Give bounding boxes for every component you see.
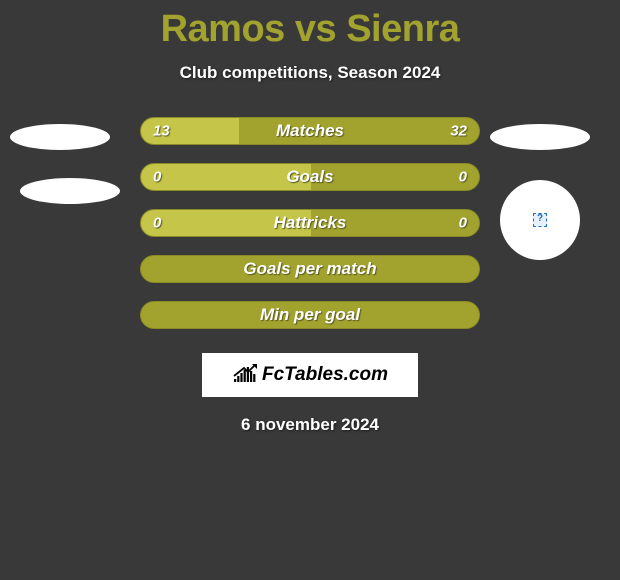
stat-bar-right-value: 0 [459, 169, 467, 186]
stat-bar-left-value: 0 [153, 169, 161, 186]
stat-bar: Min per goal [140, 301, 480, 329]
avatar-placeholder-icon [533, 213, 547, 227]
page-title: Ramos vs Sienra [0, 0, 620, 51]
stat-bar-left-value: 13 [153, 123, 170, 140]
stat-bar-label: Matches [276, 121, 344, 141]
stat-bar-right-value: 32 [450, 123, 467, 140]
decor-ellipse-1 [10, 124, 110, 150]
stat-bar-label: Goals per match [243, 259, 376, 279]
stat-bar: Goals per match [140, 255, 480, 283]
stat-bar-label: Goals [286, 167, 333, 187]
stat-bar-left-value: 0 [153, 215, 161, 232]
stat-bar-label: Min per goal [260, 305, 360, 325]
stat-bar: Hattricks 0 0 [140, 209, 480, 237]
date-text: 6 november 2024 [0, 415, 620, 435]
stat-bar-right-value: 0 [459, 215, 467, 232]
logo-text: FcTables.com [262, 364, 388, 386]
subtitle: Club competitions, Season 2024 [0, 63, 620, 83]
stat-bar: Goals 0 0 [140, 163, 480, 191]
stat-bar-label: Hattricks [274, 213, 347, 233]
decor-ellipse-2 [490, 124, 590, 150]
fctables-logo: FcTables.com [202, 353, 418, 397]
logo-chart-icon [232, 362, 258, 389]
player-avatar [500, 180, 580, 260]
decor-ellipse-3 [20, 178, 120, 204]
stat-bar: Matches 13 32 [140, 117, 480, 145]
